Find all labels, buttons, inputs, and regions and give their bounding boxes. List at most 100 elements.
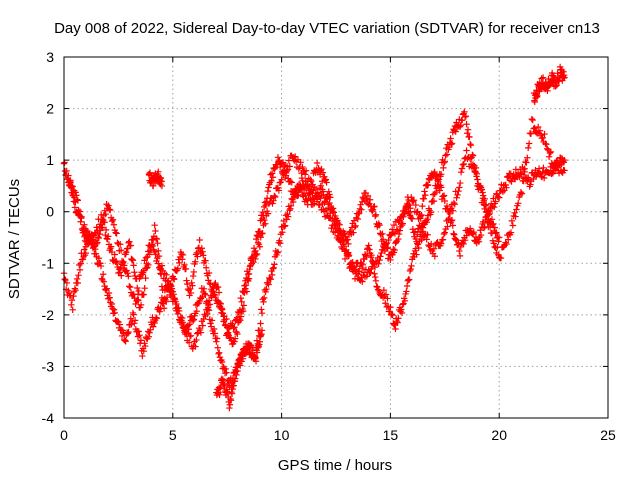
- data-point: [420, 195, 427, 202]
- data-point: [68, 301, 75, 309]
- data-point: [392, 325, 399, 333]
- data-point: [71, 204, 79, 211]
- data-point: [271, 164, 279, 172]
- data-point: [179, 319, 186, 326]
- data-point: [69, 306, 76, 314]
- data-point: [151, 222, 158, 229]
- data-point: [115, 266, 123, 273]
- y-tick-label: -1: [42, 255, 55, 271]
- data-point: [104, 235, 111, 243]
- data-point: [391, 230, 399, 237]
- x-tick-label: 25: [600, 427, 616, 443]
- data-point: [222, 365, 229, 373]
- data-point: [368, 251, 375, 259]
- data-point: [211, 330, 219, 337]
- data-point: [387, 232, 394, 239]
- data-point: [258, 306, 265, 313]
- data-point: [239, 288, 246, 295]
- data-point: [72, 286, 79, 294]
- data-point: [523, 159, 530, 166]
- data-point: [160, 300, 167, 307]
- data-point: [116, 321, 124, 328]
- data-point: [534, 92, 541, 100]
- data-point: [263, 285, 270, 293]
- data-point: [129, 309, 137, 317]
- data-point: [208, 287, 216, 295]
- data-point: [357, 201, 364, 208]
- data-point: [223, 369, 230, 376]
- data-point: [359, 261, 367, 269]
- data-point: [319, 169, 327, 176]
- data-point: [121, 336, 128, 344]
- data-point: [74, 279, 81, 287]
- data-point: [330, 209, 338, 216]
- data-point: [100, 278, 108, 285]
- data-point: [417, 229, 425, 236]
- data-point: [91, 245, 99, 253]
- data-point: [323, 179, 330, 186]
- data-point: [67, 179, 74, 186]
- data-point: [130, 262, 137, 269]
- data-point: [540, 174, 548, 182]
- data-point: [394, 319, 401, 326]
- data-point: [271, 192, 278, 200]
- data-point: [103, 285, 110, 292]
- data-point: [362, 252, 369, 259]
- data-point: [389, 311, 396, 319]
- data-point: [63, 167, 70, 175]
- data-point: [231, 335, 239, 342]
- data-point: [146, 251, 153, 258]
- data-point: [401, 297, 409, 305]
- series-track-e: [213, 327, 266, 412]
- y-tick-label: -3: [42, 358, 55, 374]
- data-point: [340, 243, 348, 250]
- data-point: [490, 203, 498, 211]
- data-point: [466, 155, 474, 162]
- data-point: [312, 185, 320, 193]
- data-point: [216, 354, 224, 361]
- data-point: [305, 195, 312, 202]
- data-point: [294, 192, 301, 200]
- data-point: [253, 250, 261, 258]
- data-point: [403, 288, 410, 295]
- y-tick-label: 0: [46, 204, 54, 220]
- data-point: [230, 324, 237, 332]
- data-point: [490, 240, 497, 247]
- data-point: [124, 270, 131, 277]
- data-point: [536, 127, 544, 134]
- data-point: [416, 210, 423, 218]
- data-point: [437, 171, 445, 178]
- data-point: [275, 187, 283, 194]
- data-point: [108, 300, 116, 308]
- data-point: [466, 225, 474, 232]
- data-point: [63, 279, 71, 287]
- data-point: [451, 127, 458, 134]
- data-point: [493, 190, 500, 197]
- data-point: [301, 171, 309, 178]
- data-point: [271, 261, 278, 268]
- data-point: [503, 240, 510, 248]
- y-tick-label: 3: [46, 49, 54, 65]
- data-point: [319, 178, 326, 185]
- data-point: [453, 119, 460, 126]
- data-point: [219, 310, 226, 317]
- y-axis-label: SDTVAR / TECUs: [6, 179, 23, 299]
- data-point: [265, 184, 272, 191]
- data-point: [304, 201, 311, 208]
- data-point: [535, 165, 543, 172]
- data-point: [287, 202, 295, 209]
- data-point: [227, 334, 235, 341]
- data-point: [459, 161, 467, 168]
- data-point: [444, 223, 451, 230]
- data-point: [456, 247, 463, 255]
- data-point: [508, 217, 516, 225]
- data-point: [369, 208, 376, 215]
- data-point: [240, 302, 248, 309]
- data-point: [302, 192, 309, 199]
- data-point: [441, 229, 448, 236]
- data-point: [233, 371, 240, 379]
- data-point: [297, 185, 305, 193]
- data-point: [105, 202, 112, 209]
- data-point: [65, 172, 72, 179]
- data-point: [141, 340, 148, 347]
